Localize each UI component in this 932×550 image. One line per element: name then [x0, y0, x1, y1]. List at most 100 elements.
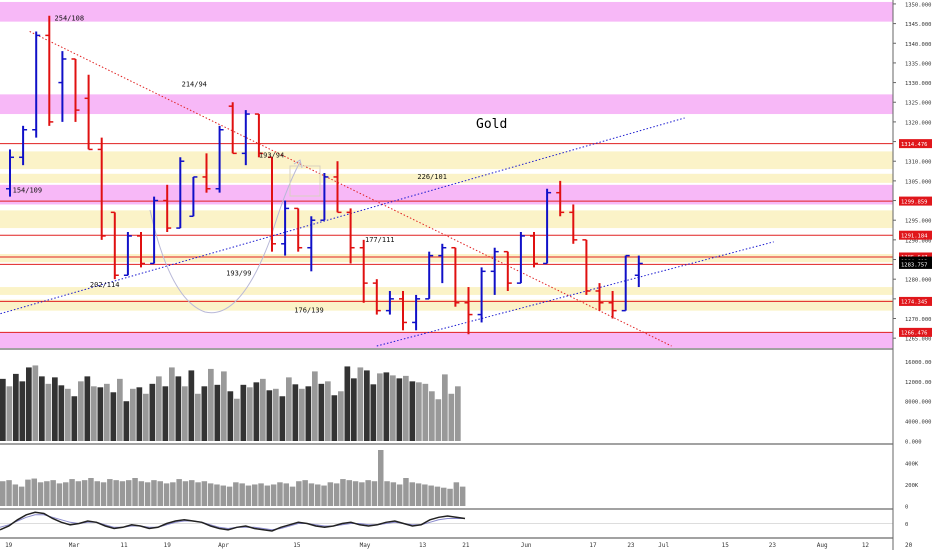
- volume-bar: [371, 481, 378, 506]
- volume-bar: [453, 482, 460, 506]
- volume-bar: [351, 378, 357, 441]
- price-tick-label: 1320.000: [905, 120, 932, 126]
- volume-bar: [409, 381, 416, 441]
- volume-bar: [327, 482, 334, 506]
- volume-bar: [359, 482, 365, 506]
- volume-bar: [296, 481, 302, 506]
- horizontal-levels: [0, 143, 893, 333]
- volume-bar: [266, 390, 273, 441]
- volume-bar: [240, 384, 247, 441]
- volume-panel: [0, 365, 461, 441]
- volume-bar: [157, 481, 163, 506]
- volume-bar: [78, 381, 84, 441]
- demand-zone: [0, 299, 893, 311]
- secondary-volume-panel: [0, 450, 466, 506]
- volume-bar: [252, 484, 258, 506]
- volume-bar: [63, 482, 69, 506]
- volume-bar: [442, 374, 448, 441]
- time-tick-label: 11: [120, 542, 128, 549]
- volume-bar: [396, 484, 403, 506]
- volume-bar: [234, 398, 240, 441]
- volume-bar: [365, 480, 371, 506]
- volume-bar: [151, 480, 157, 506]
- volume-bar: [69, 479, 75, 506]
- bar-annotation: 226/101: [417, 173, 447, 181]
- volume-bar: [321, 485, 327, 506]
- panel2-tick-label: 400K: [905, 461, 919, 467]
- volume-bar: [175, 376, 182, 441]
- volume-tick-label: 4000.000: [905, 420, 932, 426]
- volume-bar: [403, 478, 409, 506]
- chart-title: Gold: [476, 117, 507, 132]
- supply-zone: [0, 184, 893, 205]
- volume-bar: [58, 385, 65, 441]
- trendline: [0, 117, 685, 315]
- volume-bar: [39, 376, 45, 441]
- time-tick-label: 13: [419, 542, 427, 549]
- volume-bar: [214, 484, 220, 506]
- price-tick-label: 1280.000: [905, 278, 932, 284]
- volume-bar: [325, 381, 331, 441]
- volume-bar: [312, 371, 318, 441]
- price-tick-label: 1295.000: [905, 219, 932, 225]
- time-tick-label: Apr: [218, 542, 229, 549]
- volume-bar: [409, 482, 415, 506]
- volume-bar: [132, 478, 138, 506]
- price-zones: [0, 1, 893, 348]
- panel2-tick-label: 200K: [905, 483, 919, 489]
- volume-bar: [333, 483, 340, 506]
- volume-bar: [292, 384, 299, 441]
- volume-bar: [37, 482, 44, 506]
- volume-bar: [283, 483, 289, 506]
- bar-annotation: 202/114: [90, 281, 120, 289]
- price-tag-label: 1283.757: [901, 263, 928, 269]
- volume-bar: [207, 483, 214, 506]
- volume-bar: [260, 378, 266, 441]
- volume-bar: [208, 368, 214, 441]
- volume-tick-label: 16000.000: [905, 360, 932, 366]
- volume-bar: [455, 386, 461, 441]
- bar-annotation: 154/109: [13, 187, 43, 195]
- volume-bar: [123, 401, 130, 441]
- volume-bar: [149, 383, 156, 441]
- volume-bar: [270, 484, 277, 506]
- volume-bar: [258, 483, 264, 506]
- price-tick-label: 1340.000: [905, 42, 932, 48]
- volume-bar: [88, 478, 94, 506]
- volume-bar: [201, 386, 208, 441]
- time-tick-label: 19: [164, 542, 172, 549]
- time-tick-label: Jun: [521, 542, 532, 549]
- volume-bar: [346, 480, 352, 506]
- price-tag-label: 1266.476: [901, 331, 928, 337]
- volume-bar: [384, 481, 390, 506]
- volume-tick-label: 8000.000: [905, 400, 932, 406]
- volume-bar: [233, 482, 239, 506]
- volume-bar: [19, 381, 26, 441]
- price-tags: 1314.4761299.8591291.1841285.6471284.612…: [899, 139, 932, 337]
- bar-annotations: 154/109 254/108 214/94 202/114 193/94 193/99 1…: [13, 14, 447, 314]
- volume-bar: [113, 480, 119, 506]
- price-tag: [899, 296, 932, 306]
- oscillator-panel: [0, 511, 893, 532]
- volume-bar: [156, 376, 162, 441]
- volume-bar: [44, 481, 50, 506]
- price-tag: [899, 327, 932, 337]
- projection-arrow-icon: [293, 159, 303, 169]
- volume-bar: [377, 373, 383, 441]
- volume-bar: [81, 480, 88, 506]
- volume-bar: [279, 396, 286, 441]
- volume-bar: [340, 479, 346, 506]
- volume-bar: [378, 450, 384, 506]
- volume-bar: [84, 376, 91, 441]
- price-tag-label: 1274.345: [901, 300, 928, 306]
- supply-zone: [0, 1, 893, 22]
- price-tag-label: 1291.184: [901, 233, 928, 239]
- volume-bar: [26, 367, 32, 441]
- volume-bar: [195, 482, 201, 506]
- volume-bar: [390, 482, 397, 506]
- volume-bar: [264, 485, 271, 506]
- volume-bar: [247, 387, 253, 441]
- volume-bar: [104, 383, 110, 441]
- price-tick-label: 1350.000: [905, 2, 932, 8]
